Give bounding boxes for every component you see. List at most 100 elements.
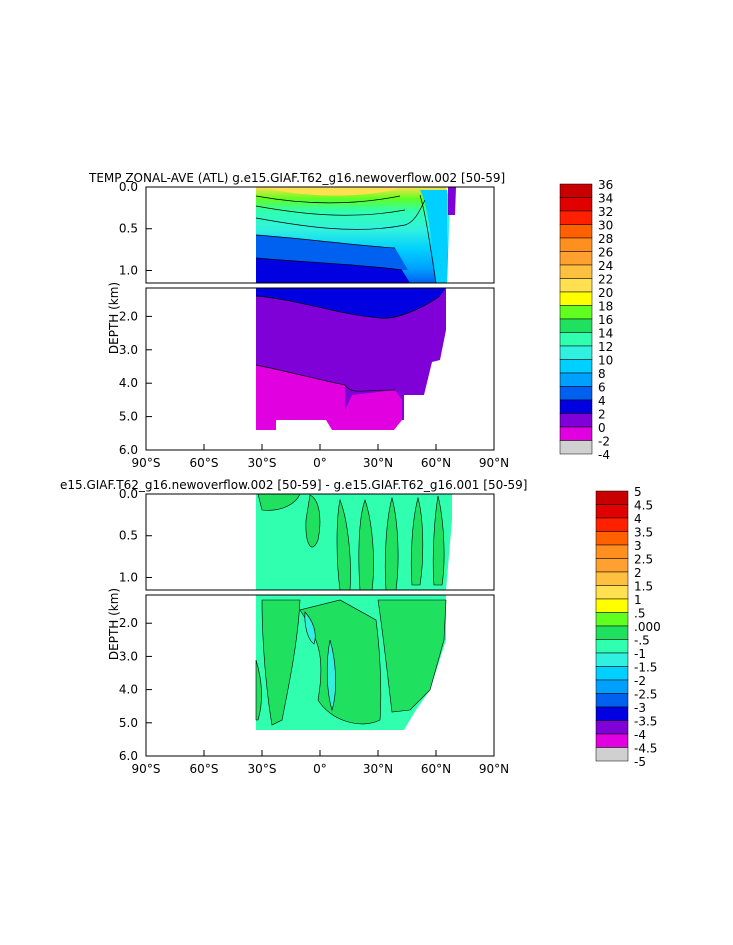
colorbar-cell: [595, 504, 629, 519]
x-tick-label: 60°S: [190, 762, 219, 776]
colorbar-cell: [595, 625, 629, 640]
panel2-lower-cyan-patch: [304, 611, 336, 712]
panel1-upper-deep: [256, 288, 446, 319]
x-tick-label: 60°N: [421, 456, 451, 470]
colorbar-label: 5: [634, 485, 642, 499]
y-tick-label: 0.0: [119, 180, 138, 194]
x-tick-label: 60°S: [190, 456, 219, 470]
colorbar-cell: [559, 210, 593, 225]
colorbar-label: 22: [598, 273, 613, 287]
y-tick-label: 5.0: [119, 716, 138, 730]
panel1-mid-region: [256, 235, 408, 270]
colorbar-label: -4: [634, 728, 646, 742]
colorbar-cell: [595, 517, 629, 532]
x-tick-label: 30°S: [248, 762, 277, 776]
colorbar-cell: [595, 706, 629, 721]
colorbar-cell: [559, 183, 593, 198]
colorbar-label: 28: [598, 232, 613, 246]
y-tick-label: 1.0: [119, 570, 138, 584]
y-tick-label: 5.0: [119, 410, 138, 424]
colorbar-cell: [559, 291, 593, 306]
colorbar-cell: [559, 440, 593, 455]
panel1-bottom-water: [256, 365, 402, 430]
colorbar-cell: [595, 598, 629, 613]
x-tick-label: 30°N: [363, 762, 393, 776]
panel1-x-axis: 90°S 60°S 30°S 0° 30°N 60°N 90°N: [132, 444, 509, 470]
colorbar-label: 24: [598, 259, 613, 273]
y-tick-label: 6.0: [119, 443, 138, 457]
colorbar-label: -.5: [634, 634, 650, 648]
panel2-upper-field: [256, 494, 452, 590]
colorbar-cell: [595, 733, 629, 748]
x-tick-label: 60°N: [421, 762, 451, 776]
colorbar-label: 8: [598, 367, 606, 381]
colorbar-cell: [559, 197, 593, 212]
temperature-panel: TEMP ZONAL-AVE (ATL) g.e15.GIAF.T62_g16.…: [88, 171, 613, 470]
panel2-upper-positive: [257, 493, 445, 591]
panel2-y-axis: 0.0 0.5 1.0 2.0 3.0 4.0 5.0 6.0: [119, 487, 152, 763]
panel2-title: e15.GIAF.T62_g16.newoverflow.002 [50-59]…: [60, 478, 528, 492]
colorbar-cell: [559, 399, 593, 414]
colorbar-label: -2: [634, 674, 646, 688]
colorbar-cell: [595, 652, 629, 667]
panel1-lower-contours: [255, 295, 441, 392]
colorbar-cell: [595, 612, 629, 627]
panel2-upper-border: [145, 493, 495, 591]
panel2-ylabel: DEPTH (km): [107, 588, 121, 660]
colorbar-label: 2: [634, 566, 642, 580]
colorbar-cell: [595, 747, 629, 762]
x-tick-label: 0°: [313, 456, 327, 470]
colorbar-label: -1.5: [634, 661, 657, 675]
colorbar-label: 2: [598, 408, 606, 422]
colorbar-cell: [595, 693, 629, 708]
panel1-lower-plot: [145, 287, 495, 451]
colorbar-label: -2.5: [634, 688, 657, 702]
panel2-colorbar: 54.543.532.521.51.5.000-.5-1-1.5-2-2.5-3…: [595, 485, 661, 769]
colorbar-label: 3: [634, 539, 642, 553]
panel1-y-axis: 0.0 0.5 1.0 2.0 3.0 4.0 5.0 6.0: [119, 180, 152, 457]
colorbar-label: 20: [598, 286, 613, 300]
y-tick-label: 0.0: [119, 487, 138, 501]
colorbar-cell: [559, 359, 593, 374]
y-tick-label: 0.5: [119, 529, 138, 543]
colorbar-label: 14: [598, 327, 613, 341]
colorbar-label: -4: [598, 448, 610, 462]
colorbar-label: 16: [598, 313, 613, 327]
panel1-contours: [255, 194, 437, 284]
panel1-upper-plot: [145, 186, 495, 284]
colorbar-label: 26: [598, 246, 613, 260]
colorbar-cell: [595, 679, 629, 694]
difference-panel: e15.GIAF.T62_g16.newoverflow.002 [50-59]…: [60, 478, 661, 776]
colorbar-cell: [559, 345, 593, 360]
y-tick-label: 4.0: [119, 376, 138, 390]
colorbar-label: 6: [598, 381, 606, 395]
y-tick-label: 6.0: [119, 749, 138, 763]
y-tick-label: 2.0: [119, 309, 138, 323]
colorbar-label: -4.5: [634, 742, 657, 756]
x-tick-label: 90°S: [132, 762, 161, 776]
colorbar-cell: [595, 666, 629, 681]
y-tick-label: 0.5: [119, 222, 138, 236]
colorbar-cell: [595, 585, 629, 600]
colorbar-cell: [559, 318, 593, 333]
colorbar-cell: [595, 639, 629, 654]
panel1-warm-surface-2: [262, 187, 400, 196]
panel1-cold-region: [256, 258, 410, 283]
colorbar-label: 4: [598, 394, 606, 408]
y-tick-label: 4.0: [119, 683, 138, 697]
colorbar-cell: [559, 413, 593, 428]
x-tick-label: 90°S: [132, 456, 161, 470]
x-tick-label: 30°N: [363, 456, 393, 470]
colorbar-cell: [595, 531, 629, 546]
colorbar-cell: [595, 720, 629, 735]
x-tick-label: 30°S: [248, 456, 277, 470]
colorbar-cell: [595, 571, 629, 586]
colorbar-label: 36: [598, 178, 613, 192]
y-tick-label: 3.0: [119, 343, 138, 357]
colorbar-label: .5: [634, 607, 645, 621]
colorbar-label: -5: [634, 755, 646, 769]
panel2-lower-plot: [145, 594, 495, 757]
panel2-upper-plot: [145, 493, 495, 591]
colorbar-cell: [559, 426, 593, 441]
